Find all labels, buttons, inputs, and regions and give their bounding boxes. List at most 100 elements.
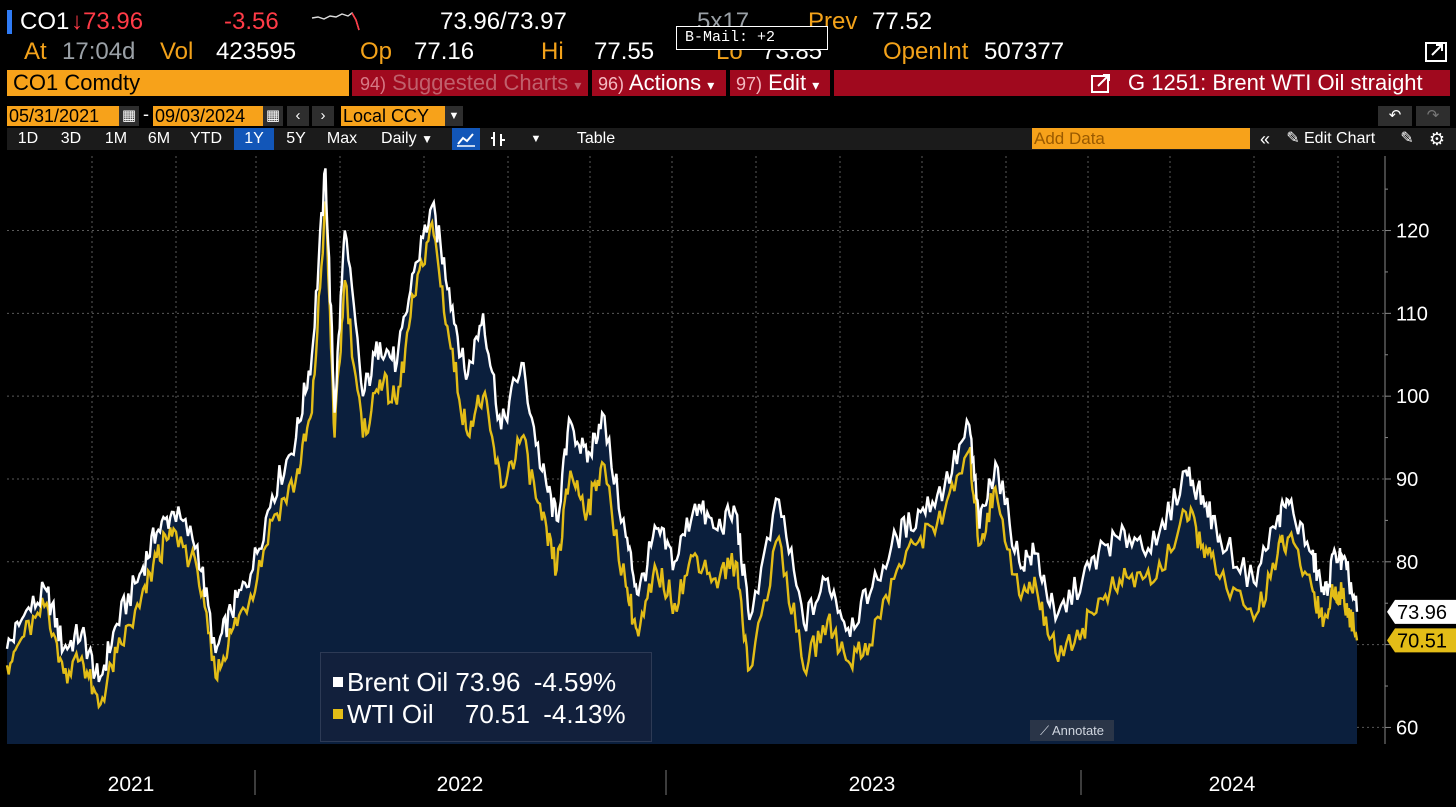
prev-period-icon[interactable]: ‹ xyxy=(287,106,309,126)
chart-type-dropdown-icon[interactable]: ▼ xyxy=(530,133,542,145)
chevron-down-icon[interactable]: ▼ xyxy=(445,106,463,126)
popout-icon[interactable] xyxy=(1424,40,1450,64)
legend-wti-value: 70.51 xyxy=(464,699,530,729)
y-tick-label: 90 xyxy=(1396,469,1418,491)
legend-wti-change: -4.13% xyxy=(543,699,626,729)
chevron-down-icon: ▾ xyxy=(812,77,820,93)
open-label: Op xyxy=(360,38,393,65)
ticker[interactable]: CO1 xyxy=(20,8,70,35)
ticker-marker xyxy=(7,10,12,34)
period-1m[interactable]: 1M xyxy=(104,130,128,147)
last-value-tag xyxy=(1387,628,1456,653)
actions-number: 96) xyxy=(598,74,625,94)
legend-brent: Brent Oil 73.96 -4.59% xyxy=(333,667,616,697)
quote-time: 17:04d xyxy=(62,38,136,65)
gear-icon[interactable]: ⚙ xyxy=(1428,129,1446,149)
last-value-label: 70.51 xyxy=(1397,630,1447,652)
chart-title: G 1251: Brent WTI Oil straight xyxy=(1128,70,1423,95)
edit-label: Edit xyxy=(768,70,807,95)
bid-ask: 73.96/73.97 xyxy=(440,8,567,35)
security-field[interactable]: CO1 Comdty xyxy=(7,70,349,96)
bmail-notification[interactable]: B-Mail: +2 xyxy=(676,26,828,50)
last-value-tag xyxy=(1387,599,1456,624)
redo-icon[interactable]: ↷ xyxy=(1416,106,1450,126)
last-price: 73.96 xyxy=(83,8,144,35)
x-tick-label: 2021 xyxy=(108,773,155,796)
suggested-charts-button[interactable]: 94) Suggested Charts ▾ xyxy=(352,70,588,96)
annotate-button[interactable]: ⟋ Annotate xyxy=(1030,720,1114,741)
wti-series-line xyxy=(5,201,1359,710)
wti-swatch xyxy=(333,709,343,720)
brent-series-line xyxy=(5,168,1359,683)
chart-title-bar xyxy=(834,70,1450,96)
legend-brent-value: 73.96 xyxy=(455,667,521,697)
external-link-icon[interactable] xyxy=(1090,72,1112,94)
open-price: 77.16 xyxy=(414,38,475,65)
x-tick-label: 2022 xyxy=(437,773,484,796)
period-6m[interactable]: 6M xyxy=(147,130,171,147)
undo-icon[interactable]: ↶ xyxy=(1378,106,1412,126)
draw-icon[interactable]: ✎ xyxy=(1400,130,1414,147)
annotate-icon: ⟋ xyxy=(1039,723,1050,738)
openint-label: OpenInt xyxy=(883,38,969,65)
y-tick-label: 100 xyxy=(1396,386,1429,408)
suggested-number: 94) xyxy=(360,74,387,94)
legend-wti-name: WTI Oil xyxy=(347,699,434,729)
sparkline-icon xyxy=(311,11,360,31)
period-1y[interactable]: 1Y xyxy=(234,128,274,150)
y-tick-label: 80 xyxy=(1396,552,1418,574)
actions-label: Actions xyxy=(628,70,702,95)
suggested-label: Suggested Charts xyxy=(392,70,569,95)
line-chart-icon[interactable] xyxy=(452,128,480,150)
period-5y[interactable]: 5Y xyxy=(286,130,306,147)
end-date-field[interactable]: 09/03/2024 xyxy=(153,106,263,126)
date-separator: - xyxy=(143,104,149,124)
brent-swatch xyxy=(333,677,343,688)
chevron-down-icon: ▼ xyxy=(421,132,433,146)
add-data-input[interactable]: Add Data xyxy=(1032,128,1250,149)
edit-number: 97) xyxy=(736,74,763,94)
last-value-label: 73.96 xyxy=(1397,602,1447,624)
x-tick-label: 2024 xyxy=(1209,773,1256,796)
calendar-icon[interactable]: ▦ xyxy=(263,106,283,126)
edit-chart-button[interactable]: Edit Chart xyxy=(1304,130,1376,147)
x-axis: 2021 2022 2023 2024 xyxy=(108,770,1256,796)
table-button[interactable]: Table xyxy=(576,130,616,147)
period-1d[interactable]: 1D xyxy=(17,130,39,147)
currency-select[interactable]: Local CCY xyxy=(341,106,445,126)
chart-legend[interactable]: Brent Oil 73.96 -4.59% WTI Oil 70.51 -4.… xyxy=(320,652,652,742)
high-price: 77.55 xyxy=(594,38,655,65)
frequency-label: Daily xyxy=(381,130,417,147)
y-tick-label: 120 xyxy=(1396,221,1429,243)
period-ytd[interactable]: YTD xyxy=(190,130,222,147)
prev-close: 77.52 xyxy=(872,8,933,35)
y-tick-label: 110 xyxy=(1396,303,1428,325)
x-tick-label: 2023 xyxy=(849,773,896,796)
start-date-field[interactable]: 05/31/2021 xyxy=(7,106,119,126)
collapse-icon[interactable]: « xyxy=(1259,129,1270,149)
period-3d[interactable]: 3D xyxy=(60,130,82,147)
bar-chart-icon[interactable] xyxy=(484,128,512,150)
annotate-label: Annotate xyxy=(1051,723,1105,738)
at-label: At xyxy=(24,38,47,65)
legend-brent-name: Brent Oil xyxy=(347,667,449,697)
frequency-select[interactable]: Daily ▼ xyxy=(370,128,444,150)
net-change: -3.56 xyxy=(224,8,279,35)
period-max[interactable]: Max xyxy=(326,130,358,147)
edit-button[interactable]: 97) Edit ▾ xyxy=(730,70,830,96)
brent-area-fill xyxy=(7,168,1357,744)
actions-button[interactable]: 96) Actions ▾ xyxy=(592,70,726,96)
down-arrow-icon: ↓ xyxy=(71,8,83,35)
high-label: Hi xyxy=(541,38,564,65)
pencil-icon[interactable]: ✎ xyxy=(1286,130,1300,147)
vol-label: Vol xyxy=(160,38,194,65)
open-interest: 507377 xyxy=(984,38,1065,65)
next-period-icon[interactable]: › xyxy=(312,106,334,126)
last-value-labels: 73.96 70.51 xyxy=(1387,599,1456,653)
chevron-down-icon: ▾ xyxy=(574,77,582,93)
calendar-icon[interactable]: ▦ xyxy=(119,106,139,126)
legend-wti: WTI Oil 70.51 -4.13% xyxy=(333,699,626,729)
volume: 423595 xyxy=(216,38,297,65)
y-tick-label: 60 xyxy=(1396,717,1418,739)
